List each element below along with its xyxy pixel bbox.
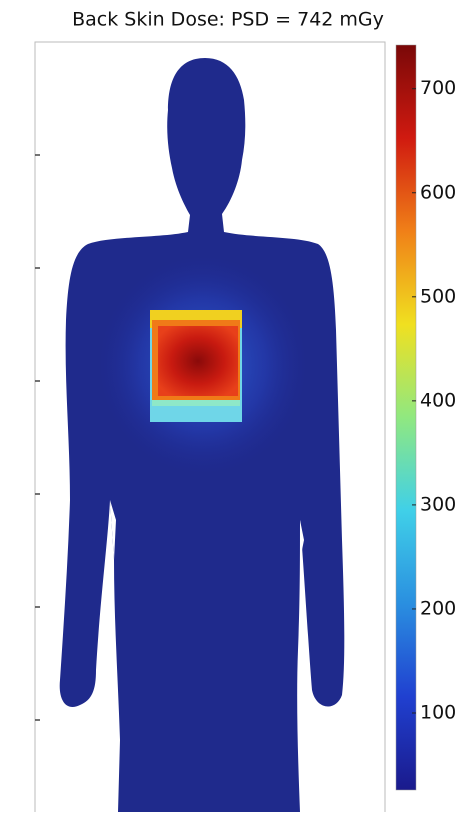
colorbar-tick-label: 300 — [420, 493, 456, 515]
figure: Back Skin Dose: PSD = 742 mGy 100 200 300 4… — [0, 0, 460, 812]
colorbar-tick-label: 500 — [420, 285, 456, 307]
chart-title: Back Skin Dose: PSD = 742 mGy — [72, 9, 384, 31]
colorbar: 100 200 300 400 500 600 700 — [396, 45, 456, 790]
colorbar-tick-label: 100 — [420, 702, 456, 724]
colorbar-tick-label: 600 — [420, 181, 456, 203]
colorbar-tick-label: 700 — [420, 77, 456, 99]
dose-field — [98, 255, 308, 475]
colorbar-tick-label: 400 — [420, 389, 456, 411]
colorbar-scale — [396, 45, 416, 790]
colorbar-tick-label: 200 — [420, 597, 456, 619]
